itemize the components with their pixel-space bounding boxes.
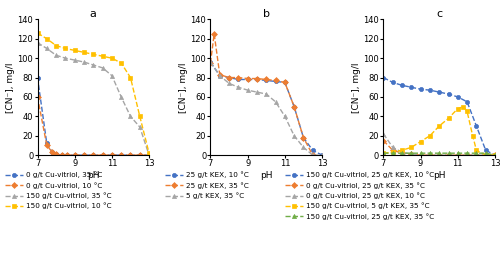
Title: c: c	[436, 9, 442, 19]
X-axis label: pH: pH	[260, 171, 272, 180]
Y-axis label: [CN⁻], mg/l: [CN⁻], mg/l	[6, 62, 15, 112]
X-axis label: pH: pH	[433, 171, 446, 180]
Y-axis label: [CN⁻], mg/l: [CN⁻], mg/l	[179, 62, 188, 112]
Legend: 150 g/t Cu-vitriol, 25 g/t KEX, 10 °C, 0 g/t Cu-vitriol, 25 g/t KEX, 35 °C, 0 g/: 150 g/t Cu-vitriol, 25 g/t KEX, 10 °C, 0…	[285, 172, 434, 220]
Legend: 25 g/t KEX, 10 °C, 25 g/t KEX, 35 °C, 5 g/t KEX, 35 °C: 25 g/t KEX, 10 °C, 25 g/t KEX, 35 °C, 5 …	[165, 172, 249, 199]
Title: a: a	[90, 9, 96, 19]
X-axis label: pH: pH	[87, 171, 100, 180]
Title: b: b	[263, 9, 270, 19]
Legend: 0 g/t Cu-vitriol, 35 °C, 0 g/t Cu-vitriol, 10 °C, 150 g/t Cu-vitriol, 35 °C, 150: 0 g/t Cu-vitriol, 35 °C, 0 g/t Cu-vitrio…	[5, 172, 112, 209]
Y-axis label: [CN⁻], mg/l: [CN⁻], mg/l	[352, 62, 360, 112]
